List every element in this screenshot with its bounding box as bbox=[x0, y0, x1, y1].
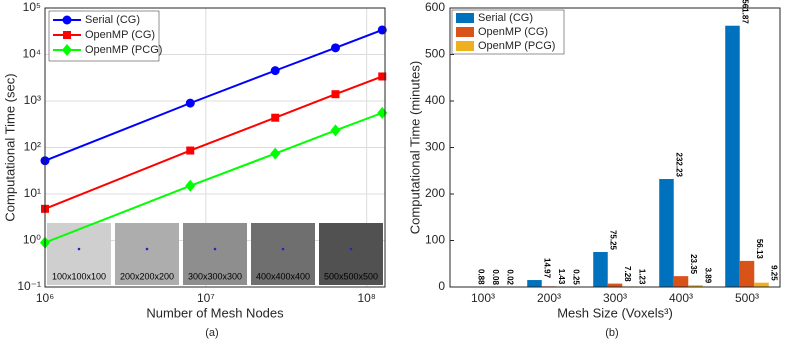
bar-value-label: 0.08 bbox=[491, 269, 500, 285]
marker bbox=[185, 98, 195, 108]
bar-value-label: 3.89 bbox=[704, 268, 713, 284]
bar bbox=[607, 283, 623, 287]
legend-label: Serial (CG) bbox=[478, 12, 533, 24]
bar-value-label: 23.35 bbox=[689, 254, 698, 275]
bar bbox=[754, 282, 769, 287]
y-tick-label: 10⁰ bbox=[23, 233, 41, 247]
y-axis-label: Computational Time (sec) bbox=[2, 73, 17, 221]
marker bbox=[270, 66, 280, 76]
y-tick-label: 100 bbox=[425, 233, 445, 247]
bar-value-label: 1.23 bbox=[638, 269, 647, 285]
bar-value-label: 56.13 bbox=[755, 239, 764, 260]
legend-label: Serial (CG) bbox=[85, 14, 140, 26]
x-tick-label: 100³ bbox=[471, 291, 495, 305]
bar-value-label: 0.02 bbox=[506, 269, 515, 285]
inset-dot bbox=[145, 247, 149, 251]
marker bbox=[185, 179, 196, 192]
axes-box bbox=[44, 7, 386, 288]
bar-value-label: 75.25 bbox=[609, 230, 618, 251]
legend-swatch bbox=[456, 41, 474, 51]
bar-value-label: 0.88 bbox=[477, 269, 486, 285]
bar bbox=[593, 252, 608, 287]
y-axis-label: Computational Time (minutes) bbox=[407, 61, 422, 234]
legend-label: OpenMP (PCG) bbox=[478, 40, 555, 52]
bar bbox=[527, 280, 542, 287]
inset-label: 100x100x100 bbox=[52, 271, 106, 281]
legend-marker bbox=[63, 31, 71, 39]
caption: (b) bbox=[605, 327, 618, 339]
inset-image bbox=[115, 223, 179, 285]
inset-label: 500x500x500 bbox=[324, 271, 378, 281]
axes-box bbox=[449, 7, 781, 288]
inset-dot bbox=[281, 247, 285, 251]
bar-value-label: 561.87 bbox=[741, 0, 750, 24]
y-tick-label: 600 bbox=[425, 0, 445, 14]
y-tick-label: 0 bbox=[438, 279, 445, 293]
x-tick-label: 10⁸ bbox=[357, 291, 375, 305]
x-tick-label: 10⁷ bbox=[197, 291, 215, 305]
legend-marker bbox=[62, 15, 72, 25]
legend-marker bbox=[62, 44, 72, 56]
bar-value-label: 14.97 bbox=[543, 258, 552, 279]
y-tick-label: 300 bbox=[425, 140, 445, 154]
inset-image bbox=[319, 223, 383, 285]
x-tick-label: 500³ bbox=[735, 291, 759, 305]
legend: Serial (CG) OpenMP (CG) OpenMP (PCG) bbox=[48, 10, 162, 62]
marker bbox=[378, 72, 387, 81]
bar bbox=[725, 25, 740, 288]
y-tick-label: 500 bbox=[425, 47, 445, 61]
bar-value-label: 9.25 bbox=[770, 265, 779, 281]
x-tick-label: 300³ bbox=[603, 291, 627, 305]
inset-dot bbox=[213, 247, 217, 251]
legend-label: OpenMP (PCG) bbox=[85, 44, 162, 56]
y-tick-label: 10² bbox=[24, 140, 41, 154]
y-tick-label: 400 bbox=[425, 93, 445, 107]
marker bbox=[186, 146, 195, 155]
y-tick-label: 10⁻¹ bbox=[17, 279, 41, 293]
y-tick-label: 10³ bbox=[24, 93, 41, 107]
inset-label: 400x400x400 bbox=[256, 271, 310, 281]
bar-value-label: 0.25 bbox=[572, 269, 581, 285]
y-tick-label: 10⁴ bbox=[22, 47, 41, 61]
marker bbox=[331, 90, 340, 99]
caption: (a) bbox=[205, 327, 218, 339]
inset-image bbox=[251, 223, 315, 285]
bar bbox=[739, 260, 755, 287]
legend-label: OpenMP (CG) bbox=[478, 26, 548, 38]
x-tick-label: 400³ bbox=[669, 291, 693, 305]
marker bbox=[271, 113, 280, 122]
legend: Serial (CG) OpenMP (CG) OpenMP (PCG) bbox=[451, 9, 565, 55]
bar-value-label: 7.28 bbox=[623, 266, 632, 282]
marker bbox=[331, 43, 341, 53]
legend-swatch bbox=[456, 13, 474, 23]
y-tick-label: 200 bbox=[425, 186, 445, 200]
inset-label: 200x200x200 bbox=[120, 271, 174, 281]
bar bbox=[688, 285, 703, 287]
bar-value-label: 1.43 bbox=[557, 269, 566, 285]
marker bbox=[270, 147, 281, 160]
marker bbox=[330, 124, 341, 137]
x-axis-label: Mesh Size (Voxels³) bbox=[557, 305, 673, 320]
inset-image bbox=[47, 223, 111, 285]
y-tick-label: 10¹ bbox=[24, 186, 41, 200]
bar bbox=[673, 276, 689, 287]
legend-swatch bbox=[456, 27, 474, 37]
inset-label: 300x300x300 bbox=[188, 271, 242, 281]
x-tick-label: 10⁶ bbox=[36, 291, 54, 305]
inset-image bbox=[183, 223, 247, 285]
inset-dot bbox=[77, 247, 81, 251]
y-tick-label: 10⁵ bbox=[23, 0, 41, 14]
x-axis-label: Number of Mesh Nodes bbox=[146, 305, 284, 320]
bar-value-label: 232.23 bbox=[675, 153, 684, 178]
bar bbox=[659, 179, 674, 287]
x-tick-label: 200³ bbox=[537, 291, 561, 305]
legend-label: OpenMP (CG) bbox=[85, 29, 155, 41]
inset-dot bbox=[349, 247, 353, 251]
